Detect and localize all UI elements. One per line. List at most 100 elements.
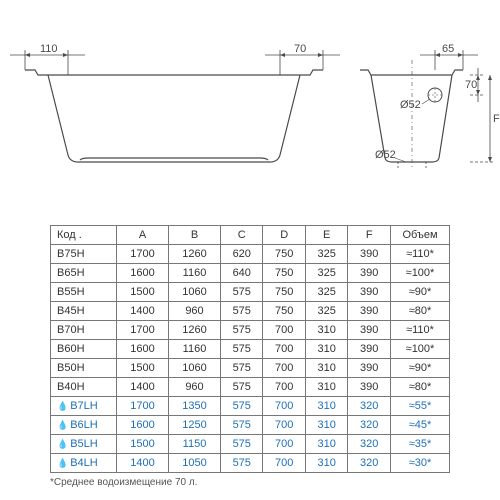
col-header: E (305, 226, 347, 245)
diam-52-top: Ø52 (400, 99, 421, 111)
table-cell: 310 (305, 416, 347, 435)
table-cell: 390 (348, 378, 391, 397)
table-cell: 960 (169, 378, 221, 397)
table-cell: 1600 (117, 416, 169, 435)
table-cell: ≈90* (391, 283, 450, 302)
table-cell: ≈100* (391, 264, 450, 283)
col-header: D (263, 226, 305, 245)
table-cell: 1260 (169, 245, 221, 264)
technical-drawing: 110 70 65 Ø52 (0, 0, 500, 190)
table-cell: 390 (348, 302, 391, 321)
table-cell: 1350 (169, 397, 221, 416)
table-cell: 700 (263, 359, 305, 378)
table-cell: ≈100* (391, 340, 450, 359)
table-cell: B7LH (51, 397, 117, 416)
table-cell: 325 (305, 245, 347, 264)
table-cell: ≈55* (391, 397, 450, 416)
table-row: B50H15001060575700310390≈90* (51, 359, 450, 378)
table-cell: 700 (263, 340, 305, 359)
col-header: A (117, 226, 169, 245)
table-cell: 1400 (117, 302, 169, 321)
left-tub-profile: 110 70 (10, 43, 340, 162)
table-cell: 325 (305, 302, 347, 321)
table-cell: ≈110* (391, 321, 450, 340)
table-cell: 700 (263, 321, 305, 340)
table-cell: 1150 (169, 435, 221, 454)
table-cell: 640 (221, 264, 263, 283)
col-header: Объем (391, 226, 450, 245)
table-cell: 575 (221, 340, 263, 359)
table-cell: 310 (305, 454, 347, 473)
table-cell: 390 (348, 283, 391, 302)
table-cell: 575 (221, 302, 263, 321)
table-cell: ≈90* (391, 359, 450, 378)
table-cell: 700 (263, 378, 305, 397)
table-cell: 575 (221, 283, 263, 302)
table-cell: ≈45* (391, 416, 450, 435)
col-header: Код . (51, 226, 117, 245)
table-cell: B70H (51, 321, 117, 340)
table-cell: 1160 (169, 340, 221, 359)
table-cell: 310 (305, 378, 347, 397)
table-cell: 320 (348, 454, 391, 473)
dim-70-left: 70 (294, 43, 306, 55)
table-cell: 960 (169, 302, 221, 321)
table-row: B45H1400960575750325390≈80* (51, 302, 450, 321)
table-cell: 1060 (169, 359, 221, 378)
table-cell: 575 (221, 416, 263, 435)
table-cell: 700 (263, 416, 305, 435)
table-cell: 750 (263, 283, 305, 302)
table-cell: 390 (348, 359, 391, 378)
table-cell: 1260 (169, 321, 221, 340)
table-cell: 575 (221, 397, 263, 416)
col-header: F (348, 226, 391, 245)
table-row: B75H17001260620750325390≈110* (51, 245, 450, 264)
table-cell: 390 (348, 321, 391, 340)
table-cell: 310 (305, 359, 347, 378)
table-cell: 700 (263, 454, 305, 473)
table-cell: B50H (51, 359, 117, 378)
table-cell: 1700 (117, 397, 169, 416)
table-cell: 390 (348, 245, 391, 264)
table-cell: 1500 (117, 283, 169, 302)
table-row: B6LH16001250575700310320≈45* (51, 416, 450, 435)
table-cell: 310 (305, 435, 347, 454)
table-cell: 620 (221, 245, 263, 264)
table-cell: 1600 (117, 340, 169, 359)
table-cell: 1160 (169, 264, 221, 283)
table-cell: 1500 (117, 359, 169, 378)
table-cell: B55H (51, 283, 117, 302)
table-cell: B75H (51, 245, 117, 264)
table-cell: B65H (51, 264, 117, 283)
table-cell: 1060 (169, 283, 221, 302)
table-cell: 1700 (117, 321, 169, 340)
table-cell: 325 (305, 264, 347, 283)
table-cell: 750 (263, 245, 305, 264)
table-cell: 700 (263, 435, 305, 454)
table-cell: B45H (51, 302, 117, 321)
specifications-table: Код .ABCDEFОбъем B75H1700126062075032539… (50, 225, 450, 473)
table-row: B70H17001260575700310390≈110* (51, 321, 450, 340)
table-cell: 310 (305, 397, 347, 416)
table-cell: 575 (221, 378, 263, 397)
right-tub-cross-section: 65 Ø52 70 F Ø52 (360, 43, 500, 170)
table-row: B5LH15001150575700310320≈35* (51, 435, 450, 454)
table-cell: 320 (348, 397, 391, 416)
table-cell: B4LH (51, 454, 117, 473)
table-cell: 575 (221, 321, 263, 340)
table-cell: 310 (305, 340, 347, 359)
table-cell: 1500 (117, 435, 169, 454)
table-cell: ≈30* (391, 454, 450, 473)
table-row: B55H15001060575750325390≈90* (51, 283, 450, 302)
table-row: B7LH17001350575700310320≈55* (51, 397, 450, 416)
col-header: C (221, 226, 263, 245)
table-cell: 1700 (117, 245, 169, 264)
table-cell: 390 (348, 264, 391, 283)
table-cell: 1050 (169, 454, 221, 473)
table-row: B65H16001160640750325390≈100* (51, 264, 450, 283)
dim-F: F (493, 113, 500, 125)
table-cell: 1250 (169, 416, 221, 435)
table-row: B60H16001160575700310390≈100* (51, 340, 450, 359)
table-cell: 1400 (117, 378, 169, 397)
table-footnote: *Среднее водоизмещение 70 л. (50, 477, 450, 488)
